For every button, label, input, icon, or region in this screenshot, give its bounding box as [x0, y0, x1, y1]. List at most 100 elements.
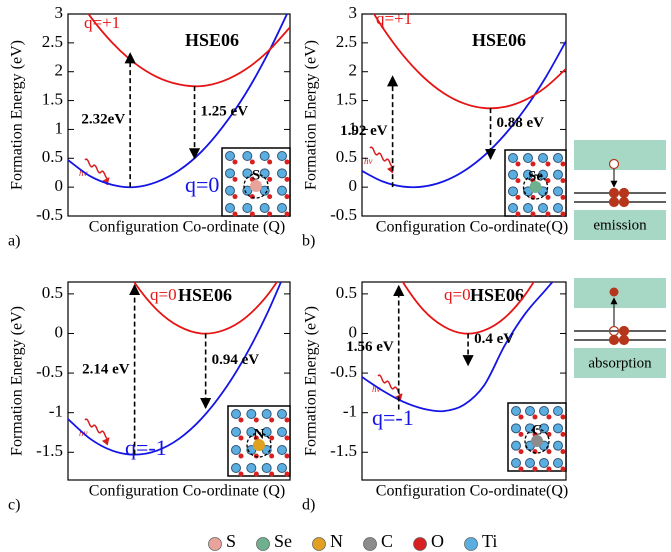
photon-wave: [84, 158, 110, 186]
atom-ti: [553, 186, 563, 197]
atom-ti: [553, 458, 563, 468]
atom-o: [284, 159, 290, 165]
y-tick-label: 1.5: [336, 89, 357, 108]
atom-o: [546, 431, 552, 437]
atom-o: [284, 453, 290, 459]
y-tick-label: -1.5: [330, 441, 357, 460]
atom-o: [238, 453, 244, 459]
photon-label: hν: [372, 384, 381, 394]
y-axis-label: Formation Energy (eV): [303, 40, 320, 190]
atom-ti: [511, 423, 521, 434]
series-label: q=+1: [84, 13, 120, 32]
y-tick-label: 2: [349, 61, 358, 80]
curve: [87, 14, 290, 88]
plot-frame: [67, 13, 291, 217]
electron: [609, 287, 619, 297]
curve: [372, 14, 566, 110]
curve: [362, 282, 554, 413]
atom-ti: [508, 169, 518, 180]
atom-ti: [261, 463, 272, 473]
band-bottom: [574, 348, 666, 378]
y-tick-label: 0.5: [42, 283, 63, 302]
atom-o: [560, 178, 566, 184]
transition-label: 0.94 eV: [212, 352, 260, 368]
y-tick-label: -1: [49, 402, 63, 421]
atom-o: [284, 471, 290, 477]
legend-label: O: [431, 531, 444, 551]
atom-ti: [225, 168, 235, 179]
photon-wave: [84, 418, 110, 446]
electron: [618, 196, 630, 208]
legend-swatch: [413, 537, 427, 551]
atom-o: [518, 449, 524, 455]
atom-ti: [511, 458, 521, 468]
electron: [608, 158, 620, 170]
y-tick-label: 2.5: [42, 32, 63, 51]
y-tick-label: 0.5: [336, 147, 357, 166]
atom-o: [560, 466, 566, 472]
atom-ti: [246, 463, 257, 473]
photon-wave: [369, 146, 395, 174]
y-tick-label: 2.5: [336, 32, 357, 51]
y-tick-label: 0: [55, 322, 64, 341]
atom-o: [267, 159, 273, 165]
atom-ti: [277, 427, 287, 437]
curve: [362, 40, 566, 189]
schematic-label: emission: [593, 217, 647, 233]
y-tick-label: 1.5: [42, 89, 63, 108]
y-tick-label: 0.5: [42, 147, 63, 166]
atom-o: [269, 417, 275, 423]
y-tick-label: 2: [55, 61, 64, 80]
atom-ti: [511, 440, 521, 451]
atom-ti: [539, 406, 549, 416]
atom-o: [269, 471, 275, 477]
y-tick-label: 3: [349, 3, 358, 22]
atom-o: [546, 414, 552, 420]
atom-ti: [277, 185, 287, 196]
atom-ti: [523, 153, 533, 163]
legend-label: Ti: [482, 531, 497, 551]
transition-label: 0.88 eV: [497, 115, 545, 131]
y-tick-label: -1.5: [36, 441, 63, 460]
defect-label: N: [254, 426, 265, 442]
panel-letter: a): [8, 233, 20, 250]
atom-ti: [508, 186, 518, 197]
defect-site: [522, 174, 549, 200]
y-tick-label: -0.5: [330, 205, 357, 224]
schematic-label: absorption: [588, 355, 652, 371]
atom-ti: [525, 458, 535, 468]
atom-o: [238, 435, 244, 441]
atom-o: [284, 435, 290, 441]
y-axis-label: Formation Energy (eV): [303, 306, 320, 456]
atom-o: [249, 211, 255, 217]
atom-ti: [231, 463, 241, 473]
atom-ti: [246, 409, 257, 419]
atom-o: [249, 159, 255, 165]
atom-ti: [553, 169, 563, 180]
transition-label: 1.56 eV: [346, 339, 394, 355]
atom-ti: [553, 406, 563, 416]
atom-ti: [225, 203, 235, 213]
legend-swatch: [464, 537, 478, 551]
atom-ti: [539, 458, 549, 468]
y-tick-label: 3: [55, 3, 64, 22]
legend-label: N: [330, 531, 343, 551]
x-axis-label: Configuration Co-ordinate (Q): [89, 483, 285, 500]
atom-o: [232, 176, 238, 182]
series-label: q=-1: [372, 405, 414, 430]
photon-label: hν: [364, 156, 373, 166]
series-label: q=+1: [376, 9, 412, 28]
atom-ti: [259, 185, 270, 196]
atom-ti: [553, 153, 563, 163]
atom-o: [253, 453, 259, 459]
atom-o: [560, 211, 566, 217]
electron: [618, 334, 630, 346]
x-axis-label: Configuration Co-ordinate (Q): [89, 219, 285, 236]
atom-o: [518, 431, 524, 437]
atom-ti: [277, 445, 287, 455]
atom-o: [560, 431, 566, 437]
defect-atom: [250, 180, 262, 192]
atom-ti: [525, 406, 535, 416]
atom-ti: [242, 203, 253, 213]
series-label: q=0: [444, 285, 471, 304]
